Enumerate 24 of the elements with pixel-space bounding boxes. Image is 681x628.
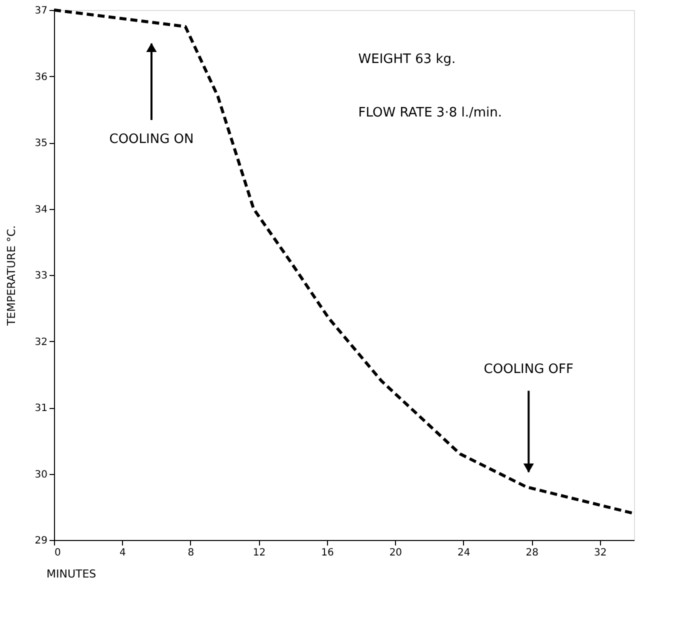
x-axis-title: MINUTES: [46, 568, 96, 580]
x-tick-label: 12: [252, 548, 266, 558]
y-tick-label: 37: [34, 6, 48, 16]
y-tick-label: 32: [34, 336, 48, 348]
x-tick-label: 16: [321, 548, 334, 558]
x-tick-label: 0: [54, 548, 61, 558]
x-tick-label: 4: [120, 548, 126, 558]
annotation: COOLING OFF: [484, 362, 574, 377]
y-tick-label: 33: [34, 270, 48, 282]
y-tick-label: 34: [34, 204, 48, 216]
annotation: WEIGHT 63 kg.: [358, 52, 456, 67]
y-tick-label: 29: [34, 536, 48, 546]
x-tick-label: 24: [458, 548, 470, 558]
y-tick-label: 36: [34, 72, 48, 83]
x-tick-label: 20: [389, 548, 402, 558]
y-axis-title: TEMPERATURE °C.: [4, 225, 18, 327]
annotation: FLOW RATE 3·8 l./min.: [358, 105, 502, 120]
annotation: COOLING ON: [109, 132, 194, 148]
y-tick-label: 35: [34, 138, 48, 149]
x-tick-label: 32: [594, 548, 607, 558]
x-tick-label: 28: [526, 548, 539, 558]
x-tick-label: 8: [188, 548, 194, 558]
y-tick-label: 30: [34, 469, 48, 480]
y-tick-label: 31: [34, 403, 48, 414]
